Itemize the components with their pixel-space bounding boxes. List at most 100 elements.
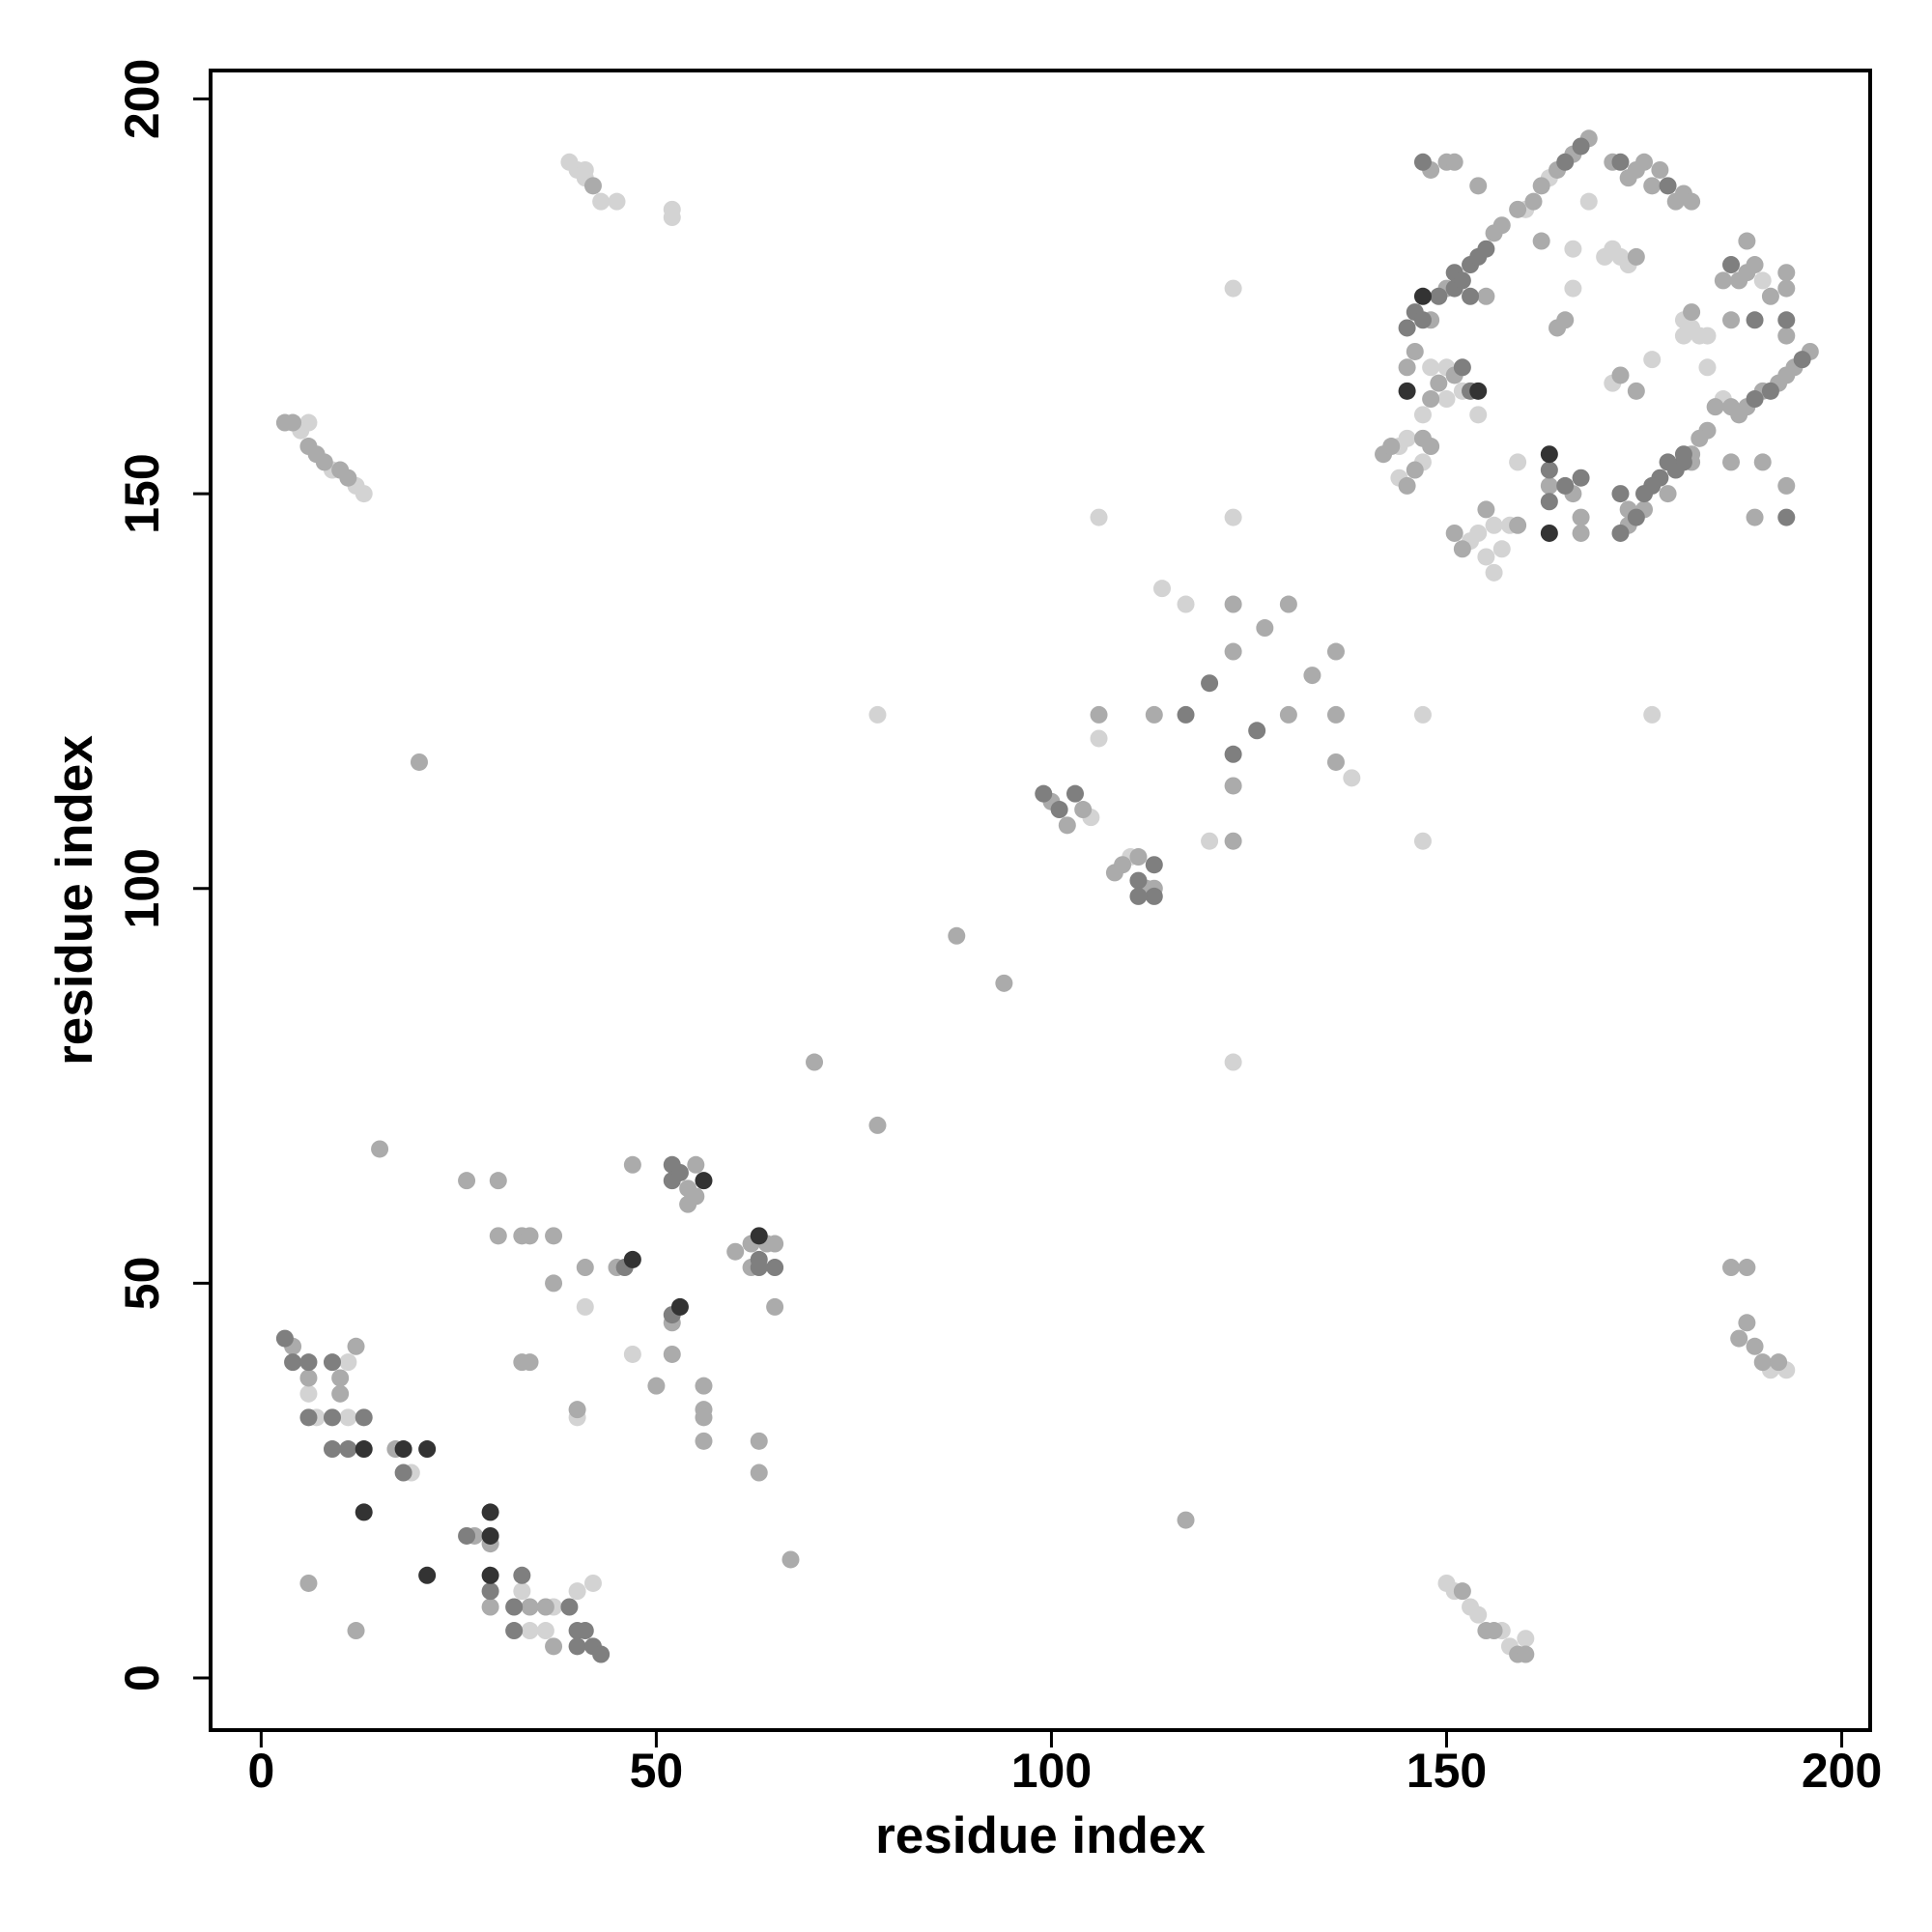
point [623,1250,641,1268]
point [1611,366,1630,384]
point [1746,256,1764,274]
point [576,1297,594,1316]
point [1738,1314,1756,1332]
point [1485,1622,1503,1640]
point [371,1140,389,1158]
point [1279,595,1297,613]
point [418,1440,437,1459]
point [1509,453,1527,471]
point [750,1227,768,1245]
point [1579,192,1598,211]
point [1445,524,1463,542]
point [1430,287,1448,305]
point [1152,580,1171,598]
point [1090,508,1108,526]
point [1509,516,1527,534]
point [1738,1259,1756,1277]
point [1746,311,1764,329]
point [1627,508,1645,526]
point [1572,524,1590,542]
point [521,1622,539,1640]
point [1413,287,1432,305]
point [1611,524,1630,542]
point [1509,200,1527,218]
point [1540,445,1558,464]
x-tick-label: 150 [1406,1744,1487,1798]
point [1303,667,1321,685]
point [1129,887,1148,905]
point [1761,382,1779,400]
point [458,1172,476,1190]
point [1714,271,1732,290]
point [1065,784,1084,803]
point [1690,429,1709,447]
point [299,1574,318,1592]
point [1556,476,1575,495]
point [339,1353,357,1372]
point [1659,485,1677,503]
point [1398,476,1416,495]
point [1398,358,1416,377]
point [1469,1605,1488,1624]
point [1643,705,1662,724]
point [1524,192,1543,211]
point [583,177,602,195]
point [1572,508,1590,526]
point [1224,279,1242,298]
point [1540,524,1558,542]
x-tick-label: 100 [1011,1744,1092,1798]
point [355,485,373,503]
point [1485,516,1503,534]
point [695,1432,713,1450]
point [1129,848,1148,867]
point [1540,461,1558,479]
point [545,1274,563,1293]
point [505,1622,524,1640]
y-tick-label: 150 [115,453,169,533]
point [1422,358,1440,377]
point [750,1432,768,1450]
point [513,1566,531,1584]
point [1477,287,1495,305]
point [1517,1645,1535,1663]
point [592,1645,611,1663]
point [1611,485,1630,503]
point [1627,247,1645,266]
point [489,1227,507,1245]
point [1698,358,1717,377]
point [1722,256,1741,274]
point [670,1163,689,1181]
point [1746,508,1764,526]
point [1090,729,1108,748]
point [1469,382,1488,400]
point [623,1345,641,1363]
point [1659,177,1677,195]
point [679,1195,697,1213]
point [1674,445,1692,464]
point [663,209,681,227]
point [1777,508,1796,526]
point [1492,216,1511,235]
point [1556,153,1575,171]
point [1406,342,1424,360]
point [1556,311,1575,329]
point [948,926,966,945]
point [1224,1053,1242,1071]
point [1248,722,1266,740]
point [1398,319,1416,337]
point [1485,563,1503,582]
x-axis-title: residue index [875,1807,1206,1864]
point [1683,303,1701,322]
point [299,1408,318,1427]
point [695,1377,713,1395]
point [1114,856,1132,874]
point [536,1598,554,1616]
point [1540,493,1558,511]
point [1770,1353,1788,1372]
point [284,1353,302,1372]
point [868,1116,887,1134]
point [1413,705,1432,724]
point [766,1297,784,1316]
point [323,1440,341,1459]
point [1035,784,1053,803]
